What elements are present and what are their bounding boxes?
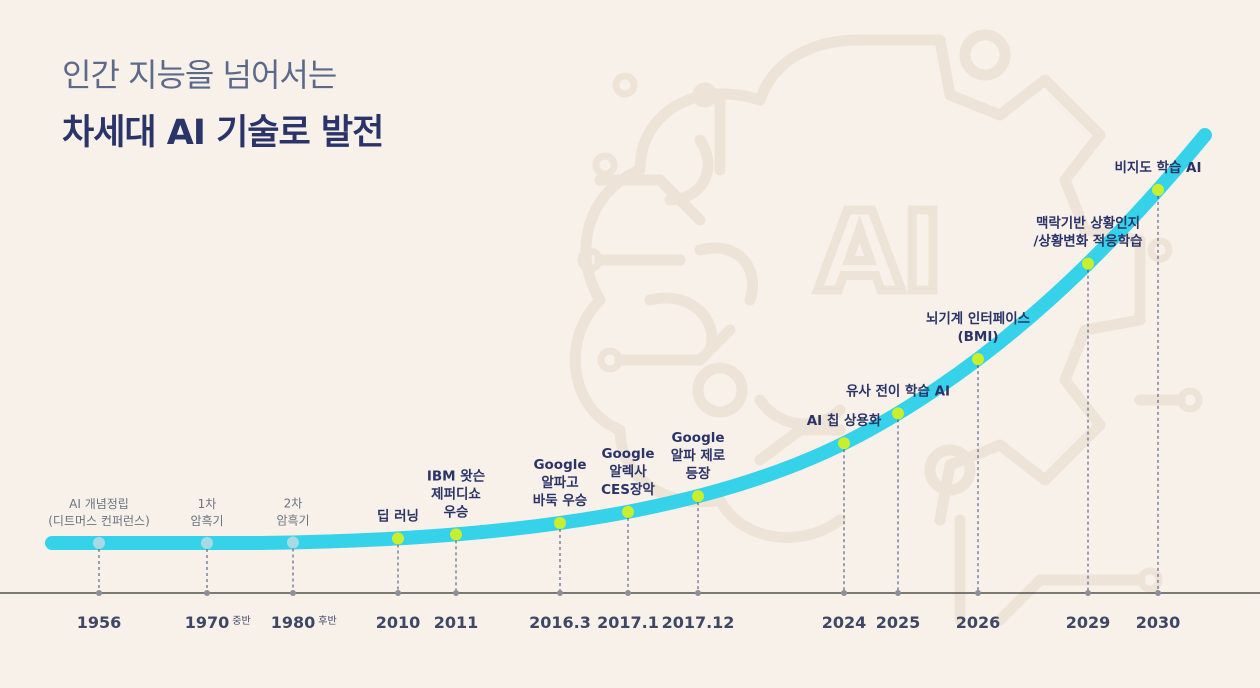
axis-tick-dot [453, 590, 459, 596]
milestone-label: Google [671, 430, 724, 446]
milestone-year-suffix: 중반 [232, 615, 250, 627]
axis-tick-dot [841, 590, 847, 596]
milestone-label: (BMI) [957, 329, 998, 345]
milestone-dot [1152, 183, 1164, 196]
milestone-year: 2025 [876, 613, 921, 632]
brain-circuit-gear-icon [569, 29, 1203, 626]
axis-tick-dot [975, 590, 981, 596]
milestone-year: 1980 [271, 613, 316, 632]
milestone-label: 바둑 우승 [533, 493, 587, 509]
milestone-label: 1차 [198, 497, 217, 511]
title-line2: 차세대 AI 기술로 발전 [62, 113, 384, 153]
milestone-label: 암흑기 [190, 514, 223, 528]
milestone-label: 2차 [284, 496, 303, 510]
milestone-year: 1956 [77, 613, 122, 632]
milestone: 뇌기계 인터페이스 (BMI) 2026 [926, 310, 1031, 632]
milestone-year-suffix: 후반 [318, 615, 336, 627]
milestone-label: AI 개념정립 [69, 497, 129, 511]
milestone-label: 등장 [686, 465, 711, 482]
milestone-label: 알파 제로 [671, 448, 726, 464]
title-line1: 인간 지능을 넘어서는 [62, 56, 337, 94]
milestone-label: 비지도 학습 AI [1115, 160, 1202, 176]
milestone-label: AI 칩 상용화 [807, 412, 882, 429]
axis-tick-dot [1155, 590, 1161, 596]
milestone-label: 제퍼디쇼 [431, 486, 481, 502]
milestone-dot [692, 490, 704, 503]
axis-tick-dot [395, 590, 401, 596]
milestone-dot [838, 437, 850, 450]
axis-tick-dot [96, 590, 102, 596]
milestone-dot [1082, 257, 1094, 270]
milestone-year: 2026 [956, 613, 1001, 632]
milestone-year: 2017.12 [662, 613, 735, 632]
milestone-label: (디트머스 컨퍼런스) [48, 514, 150, 528]
axis-tick-dot [290, 590, 296, 596]
milestone-dot [972, 353, 984, 366]
milestone-dot [287, 536, 299, 549]
milestone-dot [201, 537, 213, 549]
milestone-year: 2010 [376, 613, 421, 632]
milestone-label: 딥 러닝 [377, 507, 419, 524]
milestone: 맥락기반 상황인지/상황변화 적응학습 2029 [1034, 215, 1143, 632]
milestone-label: 알렉사 [609, 463, 647, 480]
milestone-label: 맥락기반 상황인지 [1036, 215, 1140, 232]
watermark-ai-text: AI [817, 188, 943, 316]
milestone-label: 알파고 [541, 475, 578, 491]
milestone-year: 2029 [1066, 613, 1111, 632]
milestone-year: 2011 [434, 613, 479, 632]
milestone-label: Google [601, 446, 654, 462]
milestone-year: 2030 [1136, 613, 1181, 632]
milestone-label: 유사 전이 학습 AI [846, 382, 950, 399]
milestone-dot [392, 532, 404, 545]
axis-tick-dot [695, 590, 701, 596]
milestone-year: 1970 [185, 613, 230, 632]
milestone-label: 우승 [444, 504, 469, 520]
milestone-dot [554, 517, 566, 530]
milestone-dot [450, 528, 462, 541]
milestone-label: 뇌기계 인터페이스 [926, 310, 1031, 327]
milestone: 유사 전이 학습 AI 2025 [846, 382, 950, 632]
axis-tick-dot [1085, 590, 1091, 596]
milestone-year: 2017.1 [597, 613, 659, 632]
milestone: 딥 러닝 2010 [376, 507, 421, 632]
milestone-label: IBM 왓슨 [427, 468, 485, 484]
axis-tick-dot [204, 590, 210, 596]
milestone: 비지도 학습 AI 2030 [1115, 160, 1202, 632]
milestone-dot [622, 505, 634, 518]
milestone-label: /상황변화 적응학습 [1034, 233, 1143, 250]
milestone: AI 칩 상용화 2024 [807, 412, 882, 632]
milestone-year: 2024 [822, 613, 867, 632]
axis-tick-dot [557, 590, 563, 596]
axis-tick-dot [895, 590, 901, 596]
milestone: AI 개념정립 (디트머스 컨퍼런스) 1956 [48, 497, 150, 632]
milestone-label: Google [533, 457, 586, 473]
milestone-dot [892, 407, 904, 420]
axis-tick-dot [625, 590, 631, 596]
milestone-label: 암흑기 [276, 513, 309, 527]
milestone-dot [93, 537, 105, 549]
milestone-label: CES장악 [601, 481, 655, 498]
milestone-year: 2016.3 [529, 613, 591, 632]
